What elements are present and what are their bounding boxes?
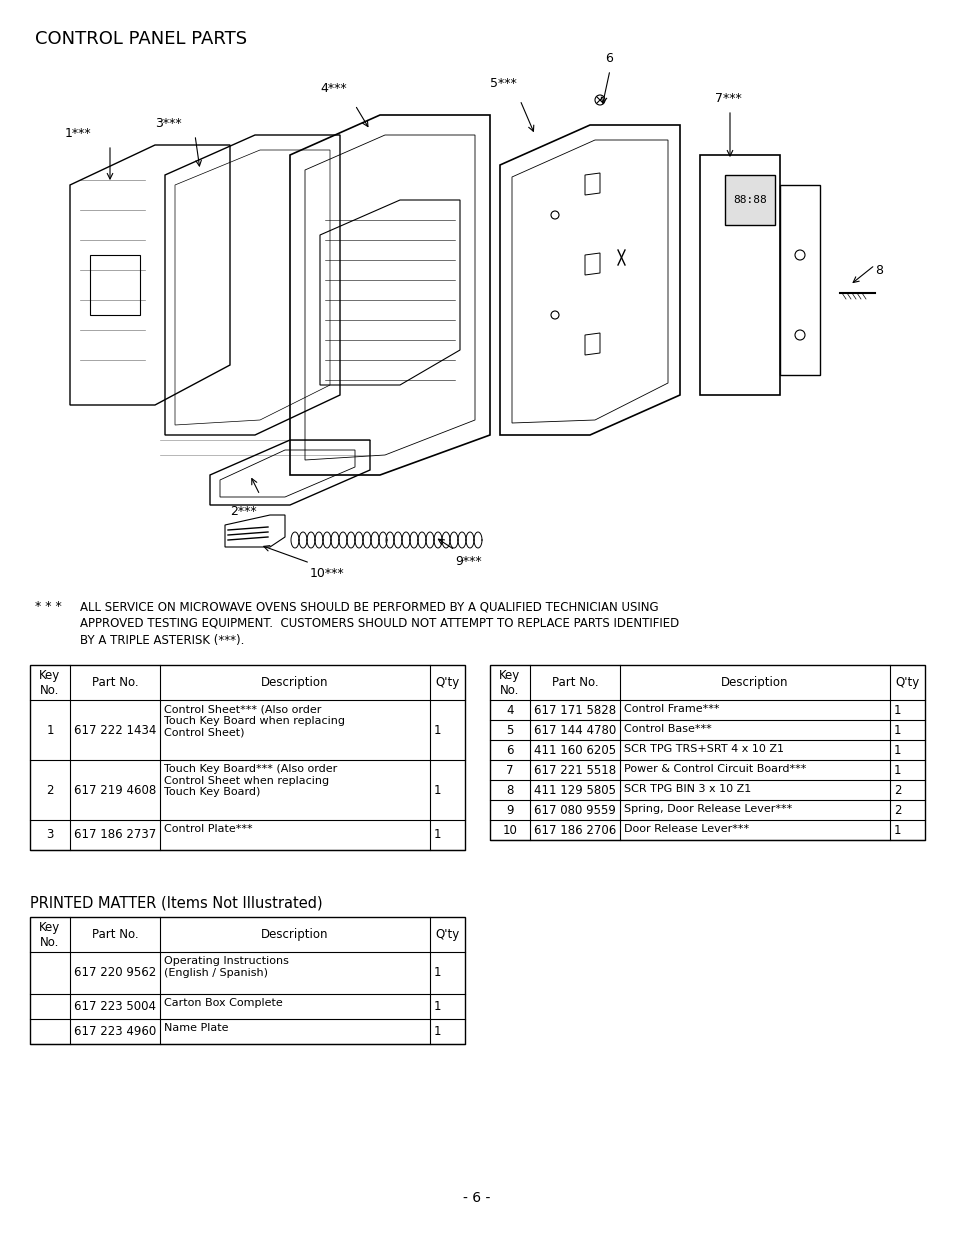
Text: 1: 1 [434, 724, 441, 736]
Text: 411 160 6205: 411 160 6205 [534, 743, 616, 757]
Text: 1: 1 [893, 743, 901, 757]
Text: Q'ty: Q'ty [895, 676, 919, 689]
Text: ALL SERVICE ON MICROWAVE OVENS SHOULD BE PERFORMED BY A QUALIFIED TECHNICIAN USI: ALL SERVICE ON MICROWAVE OVENS SHOULD BE… [80, 600, 658, 613]
Text: SCR TPG BIN 3 x 10 Z1: SCR TPG BIN 3 x 10 Z1 [623, 784, 750, 794]
Text: 1: 1 [434, 829, 441, 841]
Text: 9***: 9*** [455, 555, 481, 568]
Text: Name Plate: Name Plate [164, 1023, 229, 1032]
Text: Key
No.: Key No. [498, 668, 520, 697]
Text: 3***: 3*** [154, 117, 181, 130]
Text: 1: 1 [46, 724, 53, 736]
Text: Key
No.: Key No. [39, 920, 61, 948]
Polygon shape [724, 175, 774, 225]
Bar [490, 664, 924, 840]
Text: 88:88: 88:88 [732, 195, 766, 205]
Text: 2: 2 [46, 783, 53, 797]
Text: Part No.: Part No. [91, 927, 138, 941]
Text: 617 186 2737: 617 186 2737 [74, 829, 156, 841]
Text: APPROVED TESTING EQUIPMENT.  CUSTOMERS SHOULD NOT ATTEMPT TO REPLACE PARTS IDENT: APPROVED TESTING EQUIPMENT. CUSTOMERS SH… [80, 618, 679, 630]
Text: Key
No.: Key No. [39, 668, 61, 697]
Text: Touch Key Board*** (Also order
Control Sheet when replacing
Touch Key Board): Touch Key Board*** (Also order Control S… [164, 764, 337, 798]
Text: 1: 1 [434, 783, 441, 797]
Text: * * *: * * * [35, 600, 62, 613]
Text: 617 144 4780: 617 144 4780 [534, 724, 616, 736]
Text: 1***: 1*** [65, 127, 91, 140]
Text: 8: 8 [506, 783, 513, 797]
Text: 10***: 10*** [310, 567, 344, 580]
Text: Control Sheet*** (Also order
Touch Key Board when replacing
Control Sheet): Control Sheet*** (Also order Touch Key B… [164, 704, 345, 737]
Text: 1: 1 [434, 1025, 441, 1037]
Text: 4: 4 [506, 704, 514, 716]
Text: 8: 8 [874, 263, 882, 277]
Text: Q'ty: Q'ty [435, 676, 459, 689]
Text: Control Plate***: Control Plate*** [164, 824, 253, 834]
Text: Power & Control Circuit Board***: Power & Control Circuit Board*** [623, 764, 805, 774]
Text: 1: 1 [434, 1000, 441, 1013]
Text: 617 223 5004: 617 223 5004 [74, 1000, 156, 1013]
Text: PRINTED MATTER (Items Not Illustrated): PRINTED MATTER (Items Not Illustrated) [30, 895, 322, 910]
Text: BY A TRIPLE ASTERISK (***).: BY A TRIPLE ASTERISK (***). [80, 634, 244, 647]
Text: 617 080 9559: 617 080 9559 [534, 804, 616, 816]
Text: 4***: 4*** [319, 82, 346, 95]
Text: Carton Box Complete: Carton Box Complete [164, 998, 282, 1008]
Bar [30, 664, 464, 850]
Text: Door Release Lever***: Door Release Lever*** [623, 824, 748, 834]
Text: 5: 5 [506, 724, 513, 736]
Text: 617 220 9562: 617 220 9562 [74, 967, 156, 979]
Text: 2***: 2*** [230, 505, 256, 517]
Text: 617 186 2706: 617 186 2706 [534, 824, 616, 836]
Text: 9: 9 [506, 804, 514, 816]
Text: 1: 1 [434, 967, 441, 979]
Text: Q'ty: Q'ty [435, 927, 459, 941]
Text: 617 221 5518: 617 221 5518 [534, 763, 616, 777]
Text: Part No.: Part No. [91, 676, 138, 689]
Text: 10: 10 [502, 824, 517, 836]
Text: 2: 2 [893, 804, 901, 816]
Text: Description: Description [261, 676, 329, 689]
Text: Control Base***: Control Base*** [623, 724, 711, 734]
Text: 6: 6 [506, 743, 514, 757]
Text: 6: 6 [604, 52, 612, 65]
Text: Control Frame***: Control Frame*** [623, 704, 719, 714]
Text: - 6 -: - 6 - [463, 1191, 490, 1205]
Text: 1: 1 [893, 824, 901, 836]
Text: CONTROL PANEL PARTS: CONTROL PANEL PARTS [35, 30, 247, 48]
Text: SCR TPG TRS+SRT 4 x 10 Z1: SCR TPG TRS+SRT 4 x 10 Z1 [623, 743, 783, 755]
Text: Spring, Door Release Lever***: Spring, Door Release Lever*** [623, 804, 791, 814]
Text: 411 129 5805: 411 129 5805 [534, 783, 616, 797]
Text: 617 223 4960: 617 223 4960 [74, 1025, 156, 1037]
Text: Description: Description [261, 927, 329, 941]
Text: 3: 3 [47, 829, 53, 841]
Text: Operating Instructions
(English / Spanish): Operating Instructions (English / Spanis… [164, 956, 289, 978]
Text: 617 222 1434: 617 222 1434 [74, 724, 156, 736]
Text: 5***: 5*** [490, 77, 517, 90]
Text: 2: 2 [893, 783, 901, 797]
Text: 617 219 4608: 617 219 4608 [74, 783, 156, 797]
Bar [30, 918, 464, 1044]
Text: 7: 7 [506, 763, 514, 777]
Text: Description: Description [720, 676, 788, 689]
Text: 1: 1 [893, 724, 901, 736]
Text: 1: 1 [893, 704, 901, 716]
Text: 617 171 5828: 617 171 5828 [534, 704, 616, 716]
Text: 1: 1 [893, 763, 901, 777]
Text: Part No.: Part No. [551, 676, 598, 689]
Text: 7***: 7*** [714, 91, 741, 105]
